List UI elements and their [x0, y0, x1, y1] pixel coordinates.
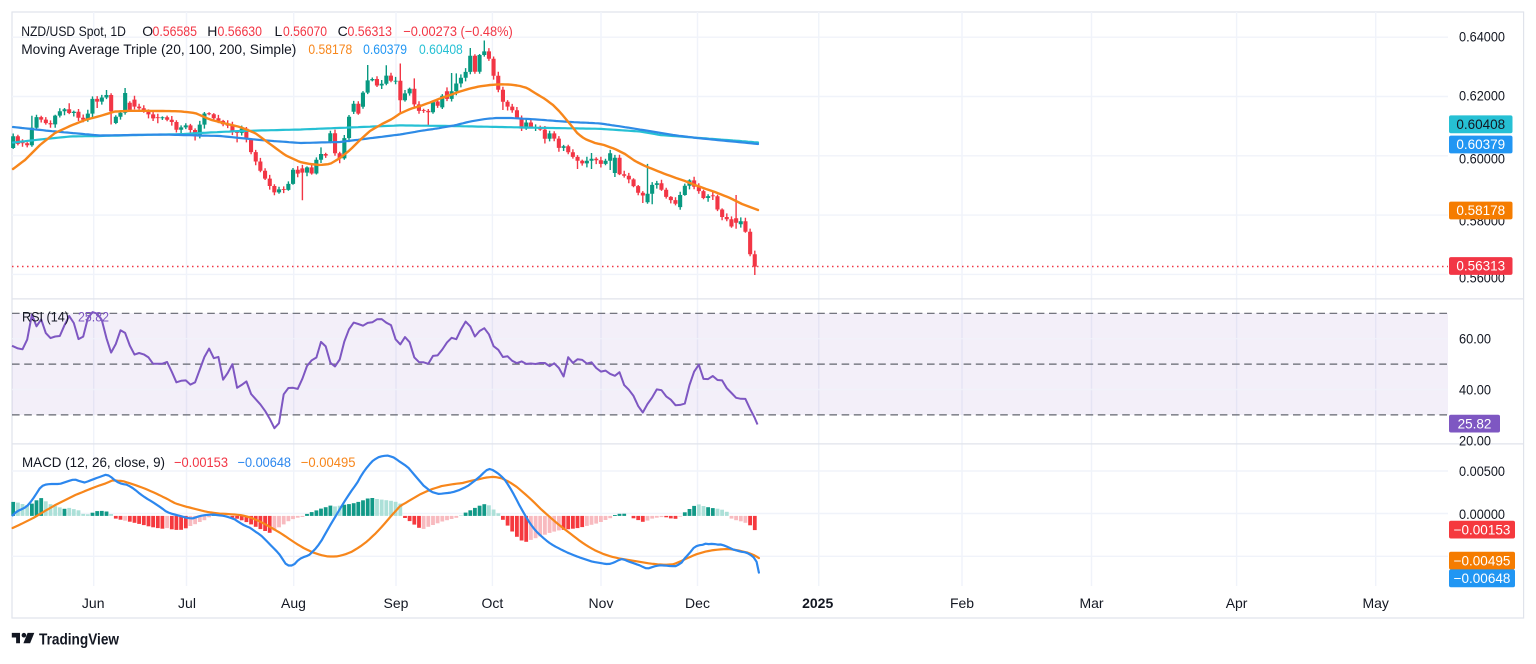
svg-text:L: L	[275, 23, 283, 39]
svg-text:TradingView: TradingView	[39, 632, 119, 649]
svg-text:−0.00648: −0.00648	[1454, 571, 1511, 586]
svg-text:0.56585: 0.56585	[153, 23, 198, 39]
svg-text:O: O	[142, 23, 153, 39]
svg-text:Mar: Mar	[1079, 595, 1103, 611]
svg-text:25.82: 25.82	[1458, 416, 1492, 431]
svg-text:0.56630: 0.56630	[218, 23, 263, 39]
svg-text:20.00: 20.00	[1459, 432, 1491, 448]
svg-text:RSI (14): RSI (14)	[22, 308, 69, 324]
svg-text:−0.00495: −0.00495	[1454, 553, 1511, 568]
svg-text:H: H	[207, 23, 217, 39]
svg-text:0.60000: 0.60000	[1459, 150, 1505, 166]
svg-text:2025: 2025	[802, 595, 833, 611]
svg-text:40.00: 40.00	[1459, 381, 1491, 397]
svg-text:Feb: Feb	[950, 595, 974, 611]
svg-text:Sep: Sep	[384, 595, 409, 611]
svg-text:MACD (12, 26, close, 9): MACD (12, 26, close, 9)	[22, 454, 165, 470]
svg-text:0.60408: 0.60408	[1456, 117, 1505, 132]
svg-text:Oct: Oct	[482, 595, 504, 611]
svg-text:0.00000: 0.00000	[1459, 506, 1505, 522]
svg-text:Aug: Aug	[281, 595, 306, 611]
svg-text:0.60379: 0.60379	[363, 41, 407, 57]
svg-text:C: C	[338, 23, 348, 39]
svg-text:0.58178: 0.58178	[1456, 203, 1505, 218]
svg-text:−0.00273 (−0.48%): −0.00273 (−0.48%)	[403, 23, 513, 39]
svg-text:Nov: Nov	[589, 595, 614, 611]
svg-text:Jul: Jul	[178, 595, 196, 611]
svg-text:−0.00153: −0.00153	[1454, 522, 1511, 537]
svg-text:Moving Average Triple (20, 100: Moving Average Triple (20, 100, 200, Sim…	[21, 41, 296, 57]
svg-text:Apr: Apr	[1226, 595, 1248, 611]
svg-text:25.82: 25.82	[78, 308, 109, 324]
svg-text:−0.00153: −0.00153	[174, 454, 228, 470]
svg-text:0.62000: 0.62000	[1459, 87, 1505, 103]
svg-text:0.64000: 0.64000	[1459, 28, 1505, 44]
svg-text:−0.00648: −0.00648	[238, 454, 292, 470]
svg-text:0.56313: 0.56313	[348, 23, 393, 39]
svg-text:0.60408: 0.60408	[419, 41, 463, 57]
svg-text:0.00500: 0.00500	[1459, 463, 1505, 479]
svg-text:Jun: Jun	[82, 595, 105, 611]
svg-text:NZD/USD Spot, 1D: NZD/USD Spot, 1D	[21, 23, 126, 39]
svg-text:Dec: Dec	[685, 595, 710, 611]
svg-text:0.58178: 0.58178	[308, 41, 352, 57]
svg-text:−0.00495: −0.00495	[301, 454, 356, 470]
svg-text:May: May	[1362, 595, 1388, 611]
svg-text:0.60379: 0.60379	[1456, 137, 1505, 152]
svg-text:0.56070: 0.56070	[283, 23, 327, 39]
svg-text:0.56313: 0.56313	[1456, 259, 1505, 274]
svg-text:60.00: 60.00	[1459, 331, 1491, 347]
